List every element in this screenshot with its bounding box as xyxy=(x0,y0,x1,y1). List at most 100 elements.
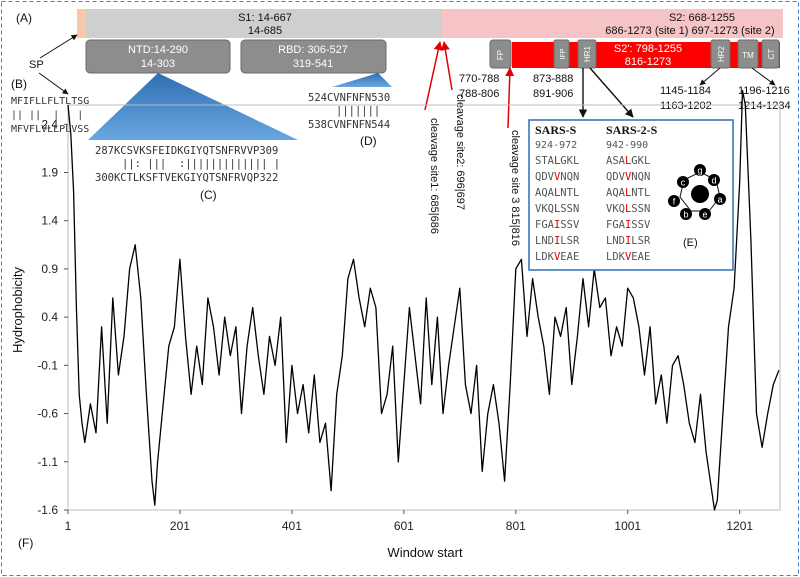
sars-heptad-row: LDKVEAE xyxy=(535,251,579,263)
tm-label: TM xyxy=(742,51,754,60)
rbd-zoom-wedge xyxy=(332,73,392,87)
wheel-node-label-d: d xyxy=(711,176,716,186)
rbd-box xyxy=(240,39,387,74)
ct-label: CT xyxy=(767,49,776,60)
sars-heptad-row: FGAISSV xyxy=(535,219,580,231)
x-tick-label: 1001 xyxy=(614,519,641,533)
panel-label-a: (A) xyxy=(16,11,32,25)
plot-area-border xyxy=(67,104,781,511)
sars-heptad-row: QDVVNQN xyxy=(535,171,579,183)
hr2-range-2: 1163-1202 xyxy=(660,100,712,112)
y-tick-label: -0.6 xyxy=(37,407,58,421)
align-b-line1: MFIFLLFLTLTSG xyxy=(11,96,89,107)
heptad-rows: STALGKL ASALGKL QDVVNQN QDVVNQN AQALNTL AQALN… xyxy=(535,155,651,263)
sars2-range: 942-990 xyxy=(606,140,648,151)
cleavage3-arrow xyxy=(505,67,515,129)
ntd-zoom-wedge xyxy=(88,73,298,140)
sars2-heptad-row: VKQLSSN xyxy=(606,203,650,215)
ct-box xyxy=(761,39,780,69)
sars2-heptad-row: AQALNTL xyxy=(606,187,650,199)
cleavage3-label: cleavage site 3 815|816 xyxy=(509,130,521,246)
tm-box xyxy=(737,39,759,69)
y-tick-label: -1.1 xyxy=(37,455,58,469)
hr2-arrow xyxy=(699,67,721,86)
cleavage1-arrow xyxy=(424,41,443,111)
wheel-node-label-a: a xyxy=(717,195,722,205)
sars-heptad-row: LNDILSR xyxy=(535,235,580,247)
hr2-box xyxy=(710,39,731,69)
x-tick-label: 1 xyxy=(65,519,72,533)
signal-peptide-bar xyxy=(77,9,86,38)
y-tick-label: 1.4 xyxy=(41,214,58,228)
wheel-node-f xyxy=(668,195,680,207)
s2prime-label-2: 816-1273 xyxy=(625,56,672,68)
align-c-line1: 287KCSVKSFEIDKGIYQTSNFRVVP309 xyxy=(95,145,278,157)
y-axis-ticks: -1.6 -1.1 -0.6 -0.1 0.4 0.9 1.4 1.9 2.4 xyxy=(37,117,68,517)
wheel-node-label-f: f xyxy=(673,197,676,207)
y-tick-label: 2.4 xyxy=(41,117,58,131)
sars-heptad-row: AQALNTL xyxy=(535,187,579,199)
y-tick-label: 0.4 xyxy=(41,310,58,324)
wheel-node-c xyxy=(677,176,689,188)
fp-range-1: 770-788 xyxy=(459,73,499,85)
cleavage1-label: cleavage site1: 685|686 xyxy=(428,118,440,234)
heptad-panel: SARS-S SARS-2-S 924-972 942-990 STALGKL A… xyxy=(528,119,734,271)
hr1-box xyxy=(577,39,597,69)
sars2-header: SARS-2-S xyxy=(606,123,658,137)
rbd-label-2: 319-541 xyxy=(293,58,333,70)
s2-label: S2: 668-1255 xyxy=(669,12,735,24)
panel-label-e: (E) xyxy=(683,237,698,249)
wheel-node-label-g: g xyxy=(697,166,702,176)
wheel-center xyxy=(691,185,709,203)
sars2-heptad-row: LNDILSR xyxy=(606,235,651,247)
align-c-line2: ||: ||| :||||||||||||| | xyxy=(122,158,280,170)
y-tick-label: 1.9 xyxy=(41,166,58,180)
ifp-label: IFP xyxy=(560,48,567,59)
sars-heptad-row: STALGKL xyxy=(535,155,579,167)
y-tick-label: -1.6 xyxy=(37,503,58,517)
rbd-label: RBD: 306-527 xyxy=(278,44,348,56)
s1-label-2: 14-685 xyxy=(248,25,282,37)
x-tick-label: 201 xyxy=(170,519,190,533)
hydrophobicity-series-line xyxy=(67,89,780,511)
sars2-heptad-row: LDKVEAE xyxy=(606,251,650,263)
s2prime-label: S2': 798-1255 xyxy=(614,43,682,55)
helical-wheel: a b c d e f g xyxy=(668,164,726,220)
s2-label-2: 686-1273 (site 1) 697-1273 (site 2) xyxy=(605,25,774,37)
hr1-label: HR1 xyxy=(583,45,592,62)
ifp-box xyxy=(553,39,570,69)
s1-label: S1: 14-667 xyxy=(238,12,292,24)
wheel-node-d xyxy=(708,174,720,186)
tm-range-2: 1214-1234 xyxy=(738,100,791,112)
sp-label: SP xyxy=(29,59,44,71)
panel-label-d: (D) xyxy=(360,134,377,148)
y-tick-label: -0.1 xyxy=(37,358,58,372)
sars2-heptad-row: QDVVNQN xyxy=(606,171,650,183)
sp-arrow xyxy=(39,34,78,59)
hr2-label: HR2 xyxy=(717,45,726,62)
align-d-line1: 524CVNFNFN530 xyxy=(308,92,390,104)
wheel-node-g xyxy=(694,164,706,176)
hr1-range-1: 873-888 xyxy=(533,73,573,85)
align-b-line2: || || | | | xyxy=(11,110,83,121)
y-tick-label: 0.9 xyxy=(41,262,58,276)
wheel-node-a xyxy=(714,193,726,205)
wheel-nodes: a b c d e f g xyxy=(668,164,726,220)
wheel-node-e xyxy=(699,208,711,220)
align-d-line2: ||||||| xyxy=(336,105,380,117)
fp-box xyxy=(489,39,512,69)
cleavage2-arrow xyxy=(440,41,453,91)
align-c-line3: 300KCTLKSFTVEKGIYQTSNFRVQP322 xyxy=(95,172,278,184)
ntd-label: NTD:14-290 xyxy=(128,44,188,56)
fp-range-2: 788-806 xyxy=(459,88,499,100)
wheel-node-label-e: e xyxy=(702,210,707,220)
sars2-heptad-row: FGAISSV xyxy=(606,219,651,231)
x-tick-label: 601 xyxy=(394,519,414,533)
hr1-range-2: 891-906 xyxy=(533,88,573,100)
x-axis-ticks: 1 201 401 601 801 1001 1201 xyxy=(65,510,753,533)
panel-label-b: (B) xyxy=(11,77,27,91)
sars-heptad-row: VKQLSSN xyxy=(535,203,579,215)
wheel-node-label-c: c xyxy=(681,178,686,188)
hr2-range-1: 1145-1184 xyxy=(660,85,711,97)
